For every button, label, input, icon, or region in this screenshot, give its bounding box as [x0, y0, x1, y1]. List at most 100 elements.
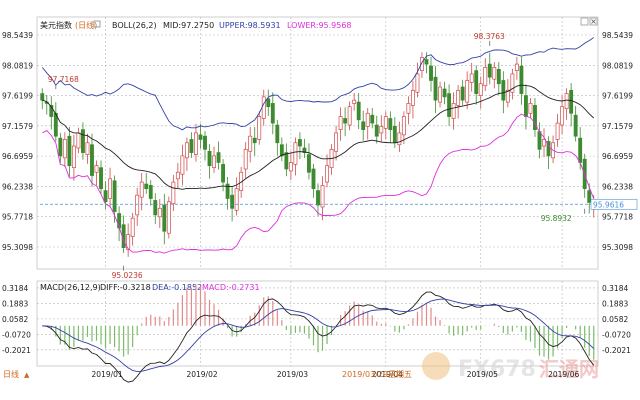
- candle-body: [58, 137, 63, 157]
- candle-body: [311, 168, 316, 189]
- price-annotation: 95.8932: [541, 214, 572, 223]
- candle-body: [108, 178, 112, 199]
- candle-body: [542, 139, 546, 147]
- x-tick-label: 2019/03: [277, 370, 308, 379]
- y-tick-right: 98.0819: [602, 61, 633, 70]
- candle-body: [171, 181, 176, 205]
- candle-body: [564, 93, 569, 110]
- price-annotation: 95.0236: [112, 271, 143, 280]
- y-tick-right: 97.6199: [602, 92, 633, 101]
- candle-body: [505, 89, 510, 103]
- candle-body: [555, 122, 560, 140]
- boll-mid-text: MID:97.2750: [163, 21, 214, 30]
- x-tick-label: 2019/05: [467, 370, 498, 379]
- candle-body: [144, 183, 149, 189]
- candle-body: [248, 135, 253, 152]
- x-tick-label: 2019/04: [372, 370, 403, 379]
- candle-body: [85, 142, 90, 155]
- macd-diff-text: DIFF:-0.3218: [100, 283, 151, 292]
- candle-body: [456, 89, 461, 106]
- restore-button[interactable]: [580, 17, 589, 26]
- candle-body: [433, 76, 438, 101]
- macd-y-tick-left: 0.1883: [2, 299, 28, 308]
- macd-panel-frame: [36, 280, 599, 367]
- watermark-logo-icon: [422, 352, 450, 380]
- x-tick-label: 2019/06: [548, 370, 579, 379]
- candle-body: [374, 124, 379, 137]
- macd-grid: [37, 281, 598, 366]
- macd-label: MACD(26,12,9): [40, 283, 101, 292]
- y-tick-left: 95.3098: [2, 243, 33, 252]
- candle-body: [560, 106, 565, 126]
- macd-y-tick-right: -0.2021: [602, 346, 631, 355]
- indicator-toggle[interactable]: [93, 20, 101, 28]
- candle-body: [157, 207, 162, 218]
- candle-body: [388, 118, 393, 130]
- period-button[interactable]: 日线: [3, 369, 19, 379]
- watermark: FX678 汇通网: [422, 352, 599, 382]
- candle-body: [442, 88, 447, 98]
- candle-body: [510, 73, 515, 93]
- candle-body: [90, 144, 94, 176]
- candlesticks: [40, 52, 596, 257]
- candle-body: [320, 185, 325, 208]
- y-tick-right: 97.1579: [602, 122, 633, 131]
- x-tick-label: 2019/02: [186, 370, 217, 379]
- candle-body: [153, 200, 158, 216]
- candle-body: [49, 105, 54, 117]
- candle-body: [483, 67, 488, 87]
- candle-body: [347, 106, 352, 126]
- candle-body: [460, 86, 465, 101]
- y-tick-left: 97.6199: [2, 92, 33, 101]
- candle-body: [76, 132, 81, 149]
- macd-y-tick-left: -0.2021: [2, 346, 31, 355]
- boll-label: BOLL(26,2): [112, 21, 157, 30]
- candle-body: [365, 112, 370, 127]
- candle-body: [234, 188, 239, 211]
- candle-body: [307, 154, 311, 173]
- candle-body: [519, 65, 524, 94]
- candle-body: [207, 150, 212, 167]
- candle-body: [275, 124, 280, 144]
- macd-y-tick-right: -0.0720: [602, 330, 631, 339]
- candle-body: [71, 145, 76, 169]
- candle-body: [451, 103, 456, 119]
- candle-body: [257, 116, 262, 140]
- candle-body: [130, 217, 135, 237]
- candle-body: [53, 112, 58, 137]
- macd-y-tick-right: 0.3184: [602, 284, 628, 293]
- boll-mid-line: [42, 84, 595, 190]
- candle-body: [578, 137, 583, 163]
- x-tick-label: 2019/01: [92, 370, 123, 379]
- candle-body: [533, 105, 537, 130]
- candle-body: [279, 144, 284, 157]
- candle-body: [438, 86, 442, 103]
- candle-body: [356, 101, 361, 121]
- candle-body: [62, 139, 67, 159]
- price-annotation: 97.7168: [48, 75, 79, 84]
- candle-body: [288, 162, 293, 172]
- candle-body: [478, 83, 483, 96]
- candle-body: [379, 126, 384, 134]
- candle-body: [126, 234, 131, 250]
- candle-body: [492, 67, 497, 80]
- macd-y-tick-right: 0.0582: [602, 315, 628, 324]
- boll-lower-line: [42, 113, 595, 254]
- candle-body: [212, 155, 216, 169]
- candle-body: [94, 165, 99, 173]
- macd-y-tick-left: 0.0582: [2, 315, 28, 324]
- price-grid: [37, 17, 598, 269]
- candle-body: [397, 132, 402, 146]
- candle-body: [243, 148, 248, 170]
- candle-body: [216, 152, 221, 163]
- candle-body: [203, 135, 207, 150]
- period-arrow-icon[interactable]: ▲: [24, 371, 30, 379]
- candle-body: [184, 142, 189, 159]
- candle-body: [401, 116, 406, 136]
- boll-lower-text: LOWER:95.9568: [287, 21, 352, 30]
- macd-dea-line: [42, 298, 595, 373]
- macd-y-tick-left: 0.3184: [2, 284, 28, 293]
- candle-body: [524, 95, 528, 117]
- candle-body: [528, 103, 533, 114]
